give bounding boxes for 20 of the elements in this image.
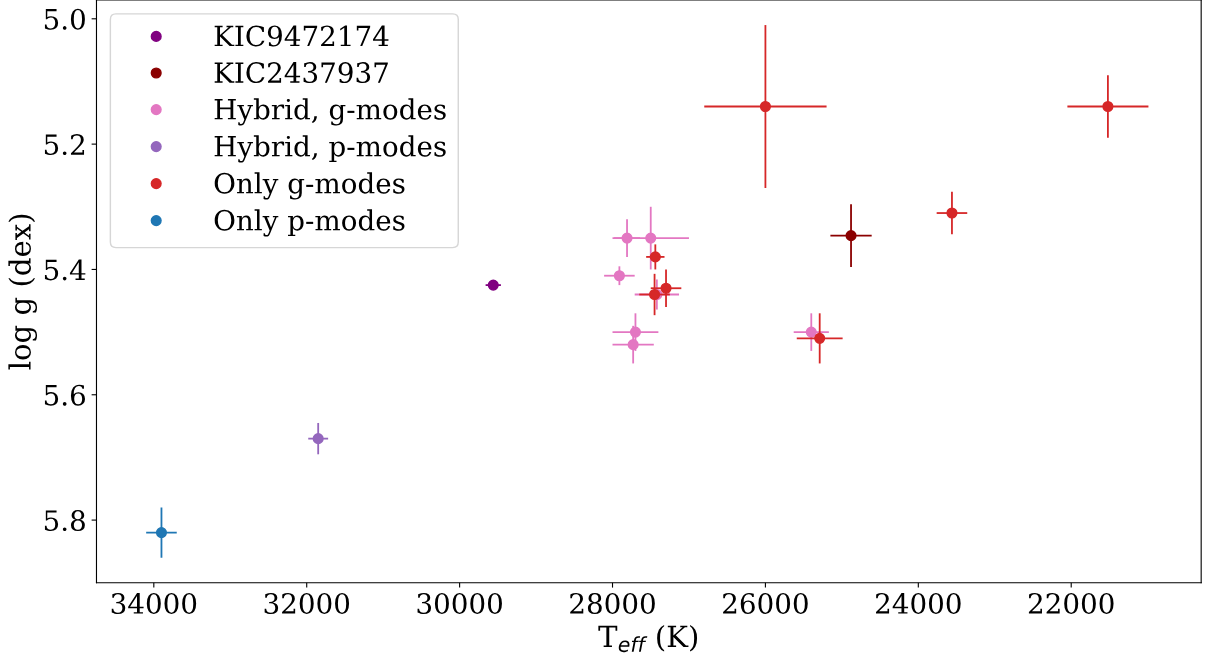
y-tick-label: 5.4 <box>44 259 86 281</box>
x-tick-label: 30000 <box>417 592 502 614</box>
legend-label: KIC2437937 <box>214 62 388 84</box>
x-tick-label: 24000 <box>876 592 961 614</box>
x-tick-label: 22000 <box>1028 592 1114 614</box>
y-tick-label: 5.2 <box>44 134 85 156</box>
y-tick-label: 5.0 <box>44 8 85 30</box>
y-tick-label: 5.8 <box>44 510 85 532</box>
x-axis-title: T$_{eff}$ (K) <box>598 624 698 653</box>
y-tick-label: 5.6 <box>44 384 86 406</box>
y-axis-title: log g (dex) <box>8 214 38 370</box>
legend-label: KIC9472174 <box>214 25 389 47</box>
x-tick-label: 26000 <box>723 592 808 614</box>
x-tick-label: 28000 <box>570 592 655 614</box>
x-tick-label: 34000 <box>111 592 197 614</box>
legend-label: Hybrid, p-modes <box>214 135 446 163</box>
x-tick-label: 32000 <box>264 592 350 614</box>
legend-label: Only g-modes <box>214 172 405 200</box>
legend-label: Hybrid, g-modes <box>214 98 446 126</box>
legend-label: Only p-modes <box>214 209 405 237</box>
